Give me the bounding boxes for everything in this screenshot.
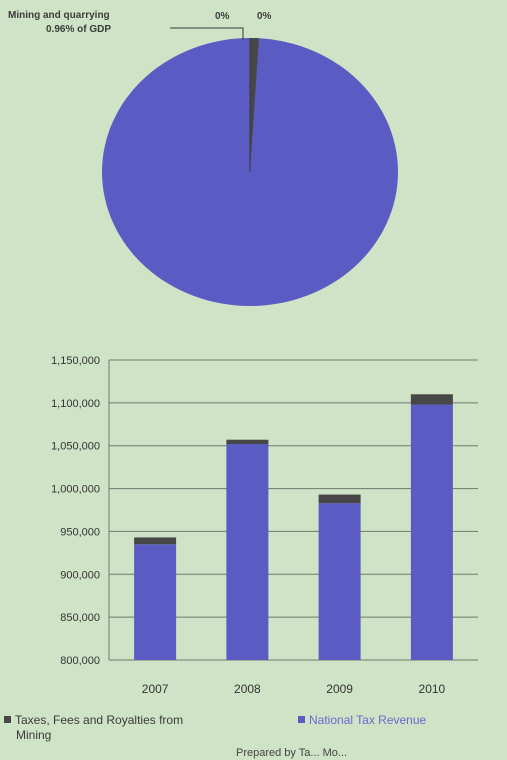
source-note: Prepared by Ta... Mo... — [236, 747, 348, 759]
y-tick-label: 900,000 — [60, 569, 100, 581]
pie-label-mining-name: Mining and quarrying — [8, 10, 110, 21]
legend-label-mining-line2: Mining — [16, 728, 52, 742]
y-axis-ticks: 800,000 850,000 900,000 950,000 1,000,000 1,0… — [51, 355, 100, 667]
pie-leader-line — [170, 27, 244, 40]
y-tick-label: 800,000 — [60, 655, 100, 667]
bar-mining-2007 — [134, 537, 177, 545]
x-tick-label: 2009 — [326, 682, 353, 696]
y-tick-label: 850,000 — [60, 612, 100, 624]
bar-national-2008 — [226, 444, 269, 660]
x-axis-ticks: 2007 2008 2009 2010 — [142, 682, 446, 696]
y-tick-label: 1,150,000 — [51, 355, 100, 367]
y-tick-label: 1,050,000 — [51, 441, 100, 453]
bar-mining-2008 — [226, 439, 269, 444]
bar-national-2009 — [318, 503, 361, 660]
legend-label-national: National Tax Revenue — [309, 713, 427, 727]
x-tick-label: 2008 — [234, 682, 261, 696]
y-tick-label: 1,100,000 — [51, 398, 100, 410]
bar-national-2007 — [134, 544, 177, 660]
legend-swatch-mining — [4, 716, 11, 723]
legend-swatch-national — [298, 716, 305, 723]
pie-slice-mining — [250, 38, 259, 172]
bar-national-2010 — [410, 404, 453, 660]
bar-mining-2010 — [410, 394, 453, 405]
pie-label-mining-value: 0.96% of GDP — [46, 24, 112, 35]
bar-chart: 800,000 850,000 900,000 950,000 1,000,000 1,0… — [51, 355, 478, 696]
bars — [134, 394, 453, 660]
pie-label-zero-b: 0% — [257, 11, 272, 22]
pie-chart — [102, 27, 398, 306]
y-tick-label: 1,000,000 — [51, 484, 100, 496]
bar-mining-2009 — [318, 494, 361, 504]
legend-item-mining: Taxes, Fees and Royalties from Mining — [4, 713, 183, 743]
legend-item-national: National Tax Revenue — [298, 713, 426, 728]
y-tick-label: 950,000 — [60, 526, 100, 538]
x-tick-label: 2010 — [419, 682, 446, 696]
legend-label-mining-line1: Taxes, Fees and Royalties from — [15, 713, 184, 727]
x-tick-label: 2007 — [142, 682, 169, 696]
pie-label-zero-a: 0% — [215, 11, 230, 22]
